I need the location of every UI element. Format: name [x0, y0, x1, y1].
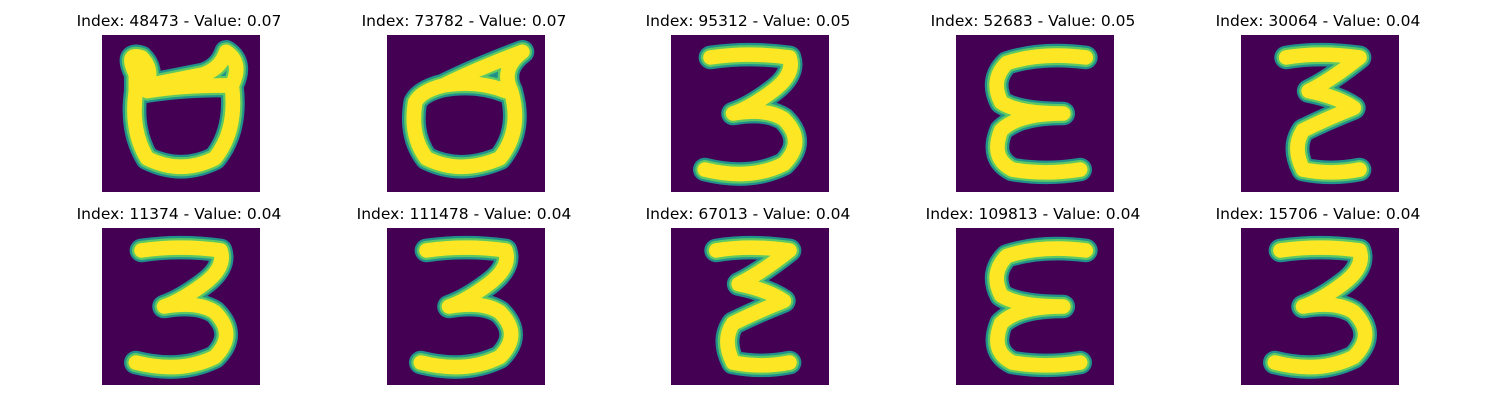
panel-title: Index: 15706 - Value: 0.04 — [1215, 205, 1421, 223]
panel-title: Index: 48473 - Value: 0.07 — [76, 12, 282, 30]
glyph-stroke — [1267, 240, 1373, 375]
digit-three-icon — [102, 228, 260, 385]
glyph-stroke — [406, 44, 530, 174]
digit-three-icon — [1241, 228, 1399, 385]
glyph-stroke — [1278, 47, 1367, 180]
panel-title: Index: 30064 - Value: 0.04 — [1215, 12, 1421, 30]
digit-three-icon — [387, 228, 545, 385]
panel-title: Index: 95312 - Value: 0.05 — [645, 12, 851, 30]
open-frame-digit-icon — [102, 35, 260, 192]
tilted-open-frame-digit-icon — [387, 35, 545, 192]
image-panel: Index: 109813 - Value: 0.04 — [883, 193, 1183, 386]
image-panel: Index: 111478 - Value: 0.04 — [314, 193, 614, 386]
image-panel: Index: 48473 - Value: 0.07 — [29, 0, 329, 193]
panel-title: Index: 11374 - Value: 0.04 — [76, 205, 282, 223]
glyph-stroke — [708, 240, 797, 373]
panel-title: Index: 73782 - Value: 0.07 — [361, 12, 567, 30]
digit-three-icon — [671, 35, 829, 192]
image-panel: Index: 15706 - Value: 0.04 — [1168, 193, 1468, 386]
image-panel: Index: 95312 - Value: 0.05 — [598, 0, 898, 193]
epsilon-glyph-icon — [956, 228, 1114, 385]
image-panel: Index: 52683 - Value: 0.05 — [883, 0, 1183, 193]
panel-title: Index: 111478 - Value: 0.04 — [356, 205, 572, 223]
zigzag-epsilon-glyph-icon — [671, 228, 829, 385]
image-panel: Index: 67013 - Value: 0.04 — [598, 193, 898, 386]
image-panel: Index: 73782 - Value: 0.07 — [314, 0, 614, 193]
image-panel: Index: 11374 - Value: 0.04 — [29, 193, 329, 386]
glyph-stroke — [697, 47, 803, 182]
image-panel: Index: 30064 - Value: 0.04 — [1168, 0, 1468, 193]
glyph-stroke — [989, 241, 1094, 373]
panel-title: Index: 67013 - Value: 0.04 — [645, 205, 851, 223]
epsilon-glyph-icon — [956, 35, 1114, 192]
panel-title: Index: 109813 - Value: 0.04 — [925, 205, 1141, 223]
glyph-stroke — [128, 240, 234, 375]
glyph-stroke — [413, 240, 519, 375]
zigzag-epsilon-glyph-icon — [1241, 35, 1399, 192]
glyph-stroke — [124, 44, 244, 174]
glyph-stroke — [989, 48, 1094, 180]
panel-title: Index: 52683 - Value: 0.05 — [930, 12, 1136, 30]
